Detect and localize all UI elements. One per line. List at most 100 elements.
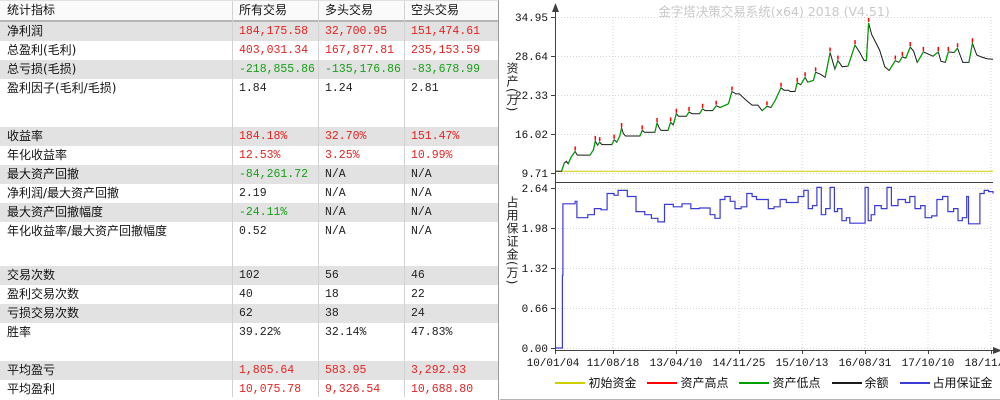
chart-legend: 初始资金 资产高点 资产低点 余额 占用保证金 — [555, 374, 993, 391]
table-row[interactable]: 净利润 184,175.58 32,700.95 151,474.61 — [0, 22, 498, 41]
metric-value: 1,805.64 — [239, 364, 295, 377]
metric-value: 151.47% — [411, 130, 460, 143]
table-row[interactable]: 亏损交易次数 62 38 24 — [0, 304, 498, 323]
legend-item: 余额 — [831, 374, 889, 391]
svg-text:10/01/04: 10/01/04 — [527, 358, 580, 370]
metric-value: N/A — [411, 187, 432, 200]
metric-value: 583.95 — [325, 364, 367, 377]
metric-value: 22 — [411, 288, 425, 301]
table-row[interactable]: 收益率 184.18% 32.70% 151.47% — [0, 127, 498, 146]
metric-value: -83,678.99 — [411, 63, 481, 76]
metric-value: 184,175.58 — [239, 25, 309, 38]
legend-label: 资产高点 — [680, 376, 729, 390]
metric-value: 3,292.93 — [411, 364, 467, 377]
metric-label: 年化收益率/最大资产回撤幅度 — [7, 224, 168, 238]
metric-label: 收益率 — [7, 129, 44, 143]
table-row[interactable]: 胜率 39.22% 32.14% 47.83% — [0, 323, 498, 342]
legend-label: 资产低点 — [772, 376, 821, 390]
table-row[interactable]: 总盈利(毛利) 403,031.34 167,877.81 235,153.59 — [0, 41, 498, 60]
equity-margin-chart: 34.95 28.64 22.33 16.02 9.71 2.64 1.98 1.32 0.66… — [515, 3, 1000, 370]
metric-label: 净利润 — [7, 24, 44, 38]
legend-item: 资产高点 — [647, 374, 728, 391]
metric-value: N/A — [325, 168, 346, 181]
legend-swatch — [739, 381, 770, 384]
metric-value: -135,176.86 — [325, 63, 401, 76]
metric-value: 40 — [239, 288, 253, 301]
metric-value: 235,153.59 — [411, 44, 481, 57]
svg-text:2.64: 2.64 — [522, 184, 549, 196]
metric-label: 盈利交易次数 — [7, 287, 80, 301]
metric-label: 总亏损(毛损) — [7, 62, 77, 76]
table-row[interactable]: 最大资产回撤 -84,261.72 N/A N/A — [0, 165, 498, 184]
metric-value: 2.19 — [239, 187, 267, 200]
stats-table-header: 统计指标 所有交易 多头交易 空头交易 — [0, 1, 498, 22]
metric-value: 56 — [325, 269, 339, 282]
column-header-long-trades: 多头交易 — [325, 3, 374, 17]
svg-text:18/11/06: 18/11/06 — [965, 358, 1000, 370]
table-row[interactable]: 净利润/最大资产回撤 2.19 N/A N/A — [0, 184, 498, 203]
table-row[interactable]: 平均盈亏 1,805.64 583.95 3,292.93 — [0, 361, 498, 380]
metric-label: 平均盈亏 — [7, 363, 56, 377]
svg-text:1.32: 1.32 — [522, 264, 548, 276]
svg-text:16/08/31: 16/08/31 — [839, 358, 892, 370]
metric-value: 18 — [325, 288, 339, 301]
svg-text:11/08/18: 11/08/18 — [587, 358, 640, 370]
svg-text:17/10/10: 17/10/10 — [902, 358, 955, 370]
legend-item: 资产低点 — [739, 374, 821, 391]
metric-value: 1.84 — [239, 82, 267, 95]
metric-value: 0.52 — [239, 225, 267, 238]
metric-value: -84,261.72 — [239, 168, 309, 181]
metric-label: 最大资产回撤 — [7, 167, 80, 181]
metric-value: 151,474.61 — [411, 25, 481, 38]
svg-text:0.66: 0.66 — [522, 304, 548, 316]
column-header-short-trades: 空头交易 — [411, 3, 460, 17]
metric-label: 最大资产回撤幅度 — [7, 205, 104, 219]
table-row[interactable]: 盈利交易次数 40 18 22 — [0, 285, 498, 304]
metric-value: 38 — [325, 307, 339, 320]
table-group-gap — [0, 241, 498, 266]
table-row[interactable]: 年化收益率/最大资产回撤幅度 0.52 N/A N/A — [0, 222, 498, 241]
legend-item: 初始资金 — [555, 374, 636, 391]
stats-table-body: 净利润 184,175.58 32,700.95 151,474.61 总盈利(毛利) 4… — [0, 22, 498, 399]
metric-value: N/A — [325, 187, 346, 200]
metric-label: 盈利因子(毛利/毛损) — [7, 81, 117, 95]
metric-value: 10.99% — [411, 149, 453, 162]
chart-panel: 金字塔决策交易系统(x64) 2018 (V4.51) 资产(万) 占用保证金(… — [500, 0, 1000, 400]
metric-value: 1.24 — [325, 82, 353, 95]
y-axis-label-assets: 资产(万) — [505, 62, 519, 113]
metric-value: 47.83% — [411, 326, 453, 339]
metric-value: 46 — [411, 269, 425, 282]
legend-swatch — [555, 381, 586, 384]
svg-text:9.71: 9.71 — [522, 169, 549, 181]
table-row[interactable]: 总亏损(毛损) -218,855.86 -135,176.86 -83,678.99 — [0, 60, 498, 79]
metric-value: 32.14% — [325, 326, 367, 339]
metric-value: 39.22% — [239, 326, 281, 339]
metric-value: N/A — [411, 168, 432, 181]
table-row[interactable]: 最大资产回撤幅度 -24.11% N/A N/A — [0, 203, 498, 222]
metric-value: 403,031.34 — [239, 44, 309, 57]
svg-text:14/11/25: 14/11/25 — [713, 358, 766, 370]
metric-value: 3.25% — [325, 149, 360, 162]
metric-value: 184.18% — [239, 130, 288, 143]
table-row[interactable]: 交易次数 102 56 46 — [0, 266, 498, 285]
metric-label: 年化收益率 — [7, 148, 68, 162]
metric-value: 10,688.80 — [411, 383, 474, 396]
metric-value: 9,326.54 — [325, 383, 381, 396]
column-header-metric: 统计指标 — [7, 3, 56, 17]
legend-swatch — [647, 381, 678, 384]
table-row[interactable]: 盈利因子(毛利/毛损) 1.84 1.24 2.81 — [0, 79, 498, 98]
table-row[interactable]: 平均盈利 10,075.78 9,326.54 10,688.80 — [0, 380, 498, 399]
y-axis-label-margin: 占用保证金(万) — [505, 196, 519, 286]
metric-value: 10,075.78 — [239, 383, 302, 396]
metric-value: N/A — [325, 206, 346, 219]
metric-label: 平均盈利 — [7, 382, 56, 396]
metric-value: 32,700.95 — [325, 25, 388, 38]
metric-value: 167,877.81 — [325, 44, 395, 57]
table-row[interactable]: 年化收益率 12.53% 3.25% 10.99% — [0, 146, 498, 165]
legend-swatch — [899, 381, 930, 384]
legend-swatch — [831, 381, 862, 384]
table-group-gap — [0, 98, 498, 127]
svg-text:1.98: 1.98 — [522, 224, 548, 236]
metric-value: 62 — [239, 307, 253, 320]
